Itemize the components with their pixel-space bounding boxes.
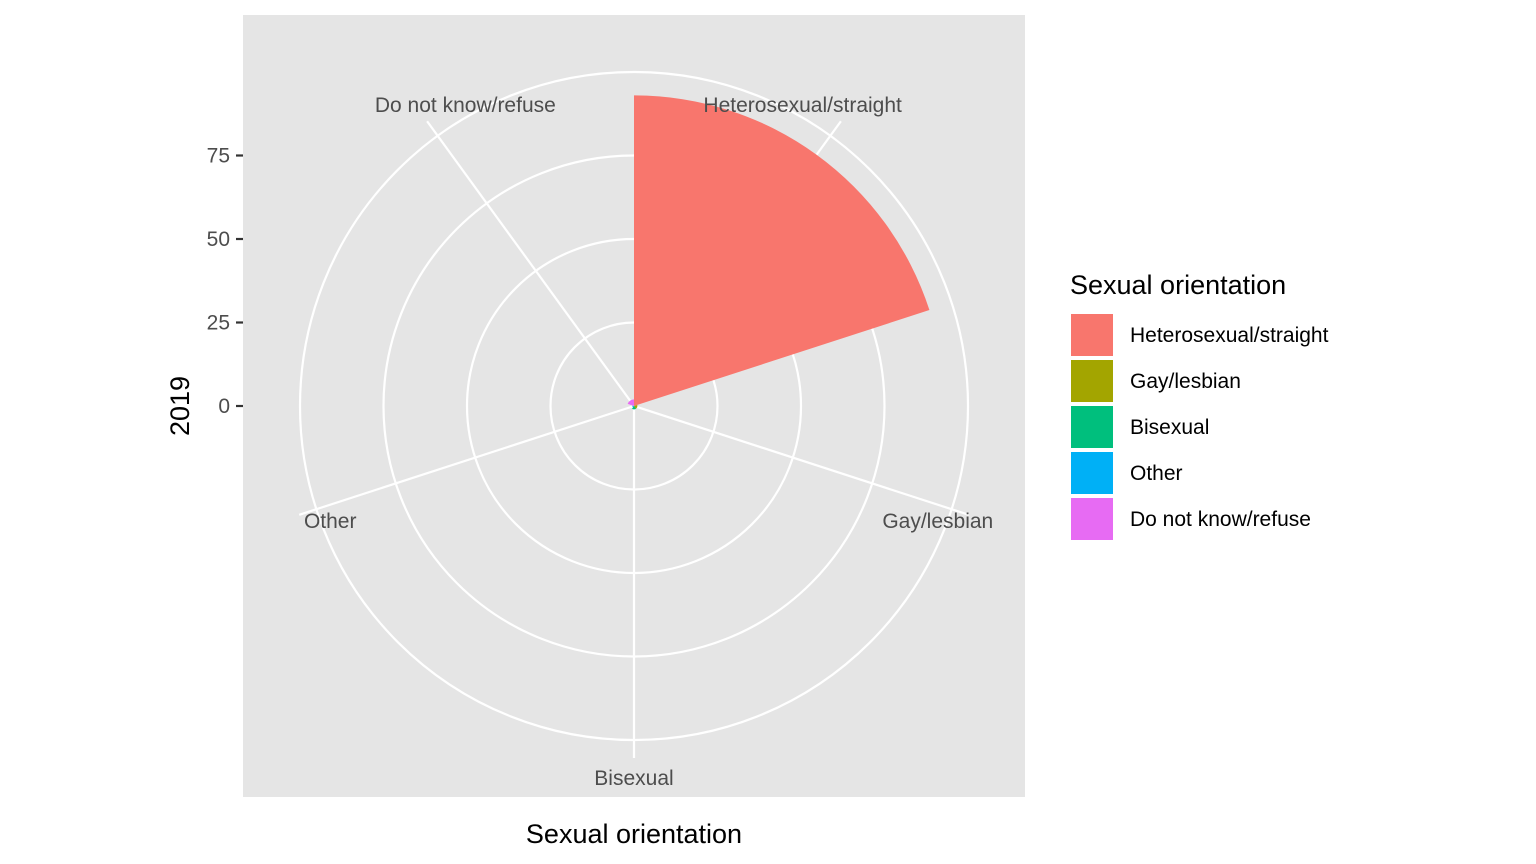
y-axis: 0 25 50 75 xyxy=(207,145,243,418)
y-tick-label: 50 xyxy=(207,228,230,251)
legend-label: Gay/lesbian xyxy=(1130,370,1241,393)
legend-label: Do not know/refuse xyxy=(1130,508,1311,531)
category-label: Gay/lesbian xyxy=(882,510,993,533)
bar-wedge xyxy=(632,406,636,410)
legend-swatch xyxy=(1069,450,1115,496)
legend-swatch xyxy=(1069,312,1115,358)
y-tick-label: 0 xyxy=(218,395,230,418)
grid-spoke xyxy=(426,120,635,407)
legend-label: Other xyxy=(1130,462,1183,485)
legend-swatch xyxy=(1069,404,1115,450)
y-tick-label: 25 xyxy=(207,312,230,335)
category-label: Do not know/refuse xyxy=(375,94,556,117)
category-label: Bisexual xyxy=(594,767,673,790)
grid-spoke xyxy=(633,404,970,516)
legend-label: Bisexual xyxy=(1130,416,1209,439)
bar-wedge xyxy=(634,95,930,406)
legend-swatch xyxy=(1069,496,1115,542)
bars-layer xyxy=(627,95,930,410)
x-axis-title: Sexual orientation xyxy=(526,819,742,849)
legend-entries: Heterosexual/straight Gay/lesbian Bisexual… xyxy=(1069,312,1329,542)
y-axis-title: 2019 xyxy=(165,376,195,436)
bar-wedge xyxy=(634,404,638,409)
bar-wedge xyxy=(627,399,634,406)
category-label: Other xyxy=(304,510,357,533)
legend: Sexual orientation Heterosexual/straight… xyxy=(1069,270,1329,542)
grid-spoke xyxy=(298,404,635,516)
legend-swatch xyxy=(1069,358,1115,404)
y-tick-label: 75 xyxy=(207,145,230,168)
legend-label: Heterosexual/straight xyxy=(1130,324,1329,347)
legend-title: Sexual orientation xyxy=(1070,270,1286,300)
category-label: Heterosexual/straight xyxy=(703,94,902,117)
bar-wedge xyxy=(632,405,634,408)
category-labels: Heterosexual/straight Gay/lesbian Bisexual… xyxy=(304,94,993,790)
